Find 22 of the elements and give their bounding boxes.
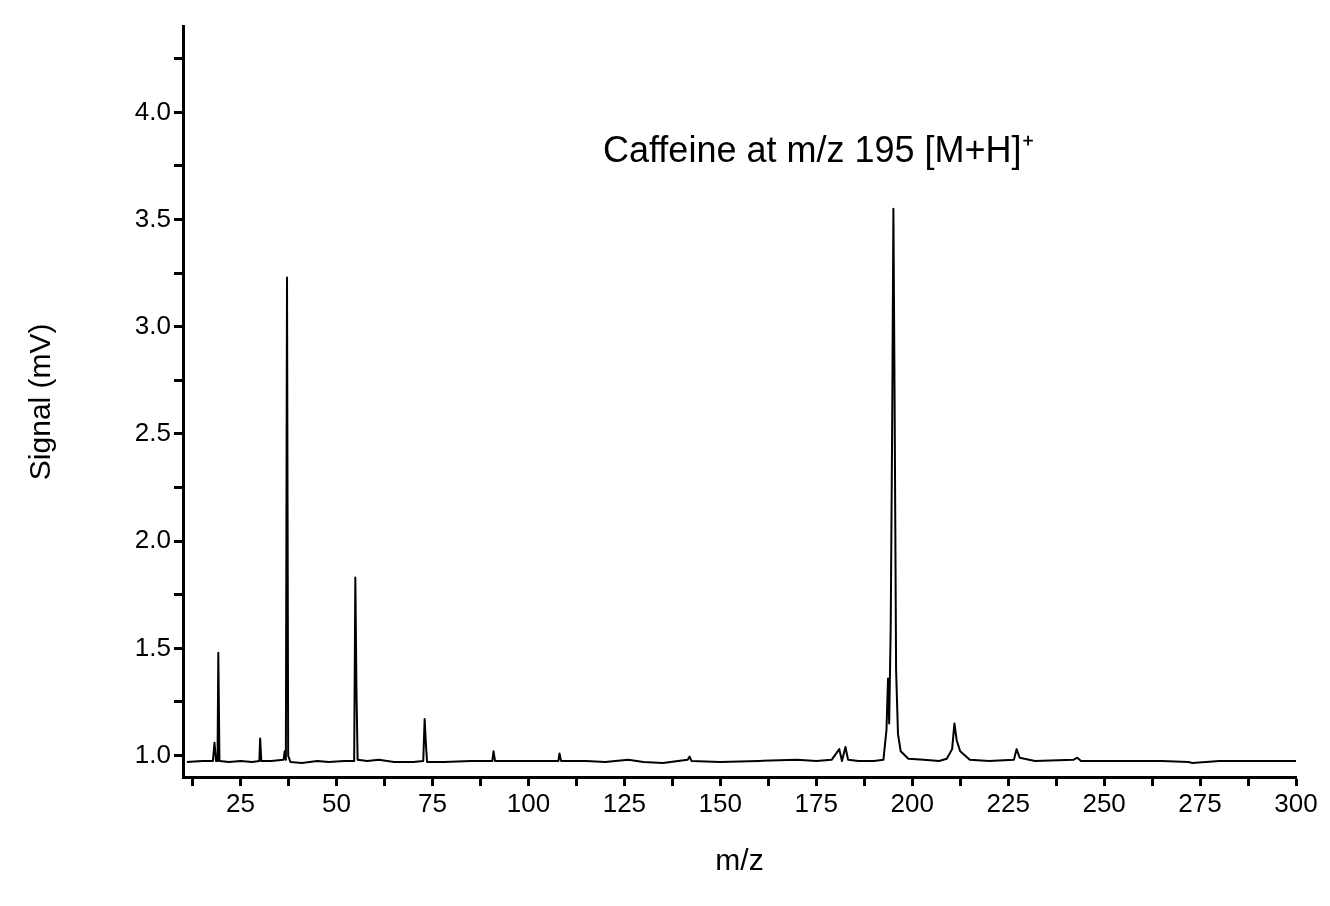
- y-tick-label: 3.0: [134, 309, 171, 340]
- x-tick-label: 275: [1178, 787, 1222, 818]
- x-tick-label: 200: [890, 787, 934, 818]
- x-axis-title: m/z: [715, 843, 764, 877]
- x-tick-label: 150: [698, 787, 743, 818]
- y-tick-label: 4.0: [134, 95, 171, 126]
- x-tick-label: 25: [226, 787, 256, 818]
- x-tick-label: 125: [602, 787, 647, 818]
- y-tick-label: 3.5: [134, 202, 171, 233]
- x-tick-label: 225: [986, 787, 1030, 818]
- x-tick-label: 300: [1274, 787, 1318, 818]
- x-tick-label: 75: [418, 787, 447, 818]
- x-tick-label: 175: [794, 787, 838, 818]
- x-tick-label: 100: [506, 787, 551, 818]
- y-tick-label: 2.5: [134, 417, 171, 448]
- x-tick-label: 250: [1082, 787, 1126, 818]
- y-axis-title: Signal (mV): [23, 323, 57, 481]
- x-tick-label: 50: [322, 787, 351, 818]
- y-tick-label: 2.0: [134, 524, 171, 555]
- y-tick-label: 1.5: [134, 631, 171, 662]
- annotation: Caffeine at m/z 195 [M+H]⁺: [603, 128, 1034, 170]
- y-tick-label: 1.0: [134, 738, 171, 769]
